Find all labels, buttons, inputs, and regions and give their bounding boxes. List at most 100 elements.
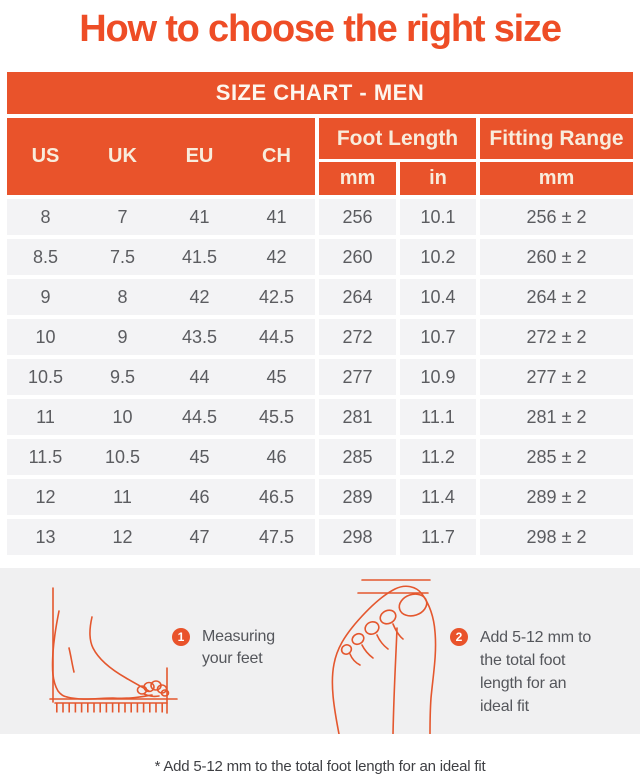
column-header-mm: mm: [314, 162, 396, 199]
cell-uk: 7: [83, 199, 161, 239]
foot-top-view-icon: [331, 579, 437, 734]
step-2-badge: 2: [450, 628, 468, 646]
step-2-line-3: length for an: [480, 675, 567, 692]
step-2-line-1: Add 5-12 mm to: [480, 629, 592, 646]
column-header-us: US: [6, 118, 84, 199]
cell-us: 9: [6, 279, 84, 319]
cell-eu: 44.5: [160, 399, 238, 439]
cell-us: 11: [6, 399, 84, 439]
cell-foot-in: 10.7: [395, 319, 476, 359]
size-chart-head: US UK EU CH Foot Length Fitting Range mm…: [6, 118, 633, 199]
header-row-units: mm in mm: [7, 162, 633, 199]
step-2-caption: Add 5-12 mm to the total foot length for…: [480, 626, 591, 718]
table-row: 11.5 10.5 45 46 285 11.2 285 ± 2: [6, 439, 633, 479]
cell-foot-in: 11.7: [395, 519, 476, 559]
cell-ch: 46.5: [237, 479, 315, 519]
cell-foot-mm: 272: [314, 319, 396, 359]
column-header-uk: UK: [83, 118, 161, 199]
cell-foot-mm: 285: [314, 439, 396, 479]
cell-fitting-range: 272 ± 2: [476, 319, 633, 359]
cell-uk: 9.5: [83, 359, 161, 399]
cell-eu: 47: [160, 519, 238, 559]
table-row: 8.5 7.5 41.5 42 260 10.2 260 ± 2: [6, 239, 633, 279]
cell-us: 12: [6, 479, 84, 519]
cell-uk: 10: [83, 399, 161, 439]
step-1-line-2: your feet: [202, 650, 263, 667]
cell-ch: 47.5: [237, 519, 315, 559]
step-2-line-4: ideal fit: [480, 698, 529, 715]
cell-foot-mm: 289: [314, 479, 396, 519]
size-chart-table: US UK EU CH Foot Length Fitting Range mm…: [6, 118, 633, 559]
step-2: 2 Add 5-12 mm to the total foot length f…: [450, 626, 591, 718]
cell-foot-in: 10.4: [395, 279, 476, 319]
table-row: 10 9 43.5 44.5 272 10.7 272 ± 2: [6, 319, 633, 359]
cell-us: 13: [6, 519, 84, 559]
cell-eu: 41: [160, 199, 238, 239]
cell-fitting-range: 281 ± 2: [476, 399, 633, 439]
cell-foot-mm: 281: [314, 399, 396, 439]
table-row: 8 7 41 41 256 10.1 256 ± 2: [6, 199, 633, 239]
cell-eu: 43.5: [160, 319, 238, 359]
cell-uk: 7.5: [83, 239, 161, 279]
size-chart-header-label: SIZE CHART - MEN: [215, 80, 425, 105]
cell-foot-mm: 277: [314, 359, 396, 399]
cell-ch: 45.5: [237, 399, 315, 439]
cell-us: 8: [6, 199, 84, 239]
size-chart-header-bar: SIZE CHART - MEN: [7, 72, 633, 114]
cell-fitting-range: 260 ± 2: [476, 239, 633, 279]
step-1: 1 Measuring your feet: [172, 626, 275, 670]
cell-foot-in: 11.4: [395, 479, 476, 519]
table-row: 11 10 44.5 45.5 281 11.1 281 ± 2: [6, 399, 633, 439]
column-header-ch: CH: [237, 118, 315, 199]
column-header-eu: EU: [160, 118, 238, 199]
step-1-badge: 1: [172, 628, 190, 646]
footnote: * Add 5-12 mm to the total foot length f…: [154, 758, 486, 775]
foot-side-measuring-icon: [49, 587, 178, 714]
cell-eu: 46: [160, 479, 238, 519]
cell-uk: 12: [83, 519, 161, 559]
cell-fitting-range: 298 ± 2: [476, 519, 633, 559]
cell-eu: 44: [160, 359, 238, 399]
cell-uk: 8: [83, 279, 161, 319]
step-1-line-1: Measuring: [202, 628, 275, 645]
header-row-main: US UK EU CH Foot Length Fitting Range: [6, 118, 633, 199]
column-header-in: in: [395, 162, 476, 199]
table-row: 10.5 9.5 44 45 277 10.9 277 ± 2: [6, 359, 633, 399]
cell-fitting-range: 289 ± 2: [476, 479, 633, 519]
column-header-fitting-range: Fitting Range: [476, 118, 633, 162]
cell-us: 11.5: [6, 439, 84, 479]
cell-us: 10: [6, 319, 84, 359]
size-chart-body: 8 7 41 41 256 10.1 256 ± 2 8.5 7.5 41.5 42 260 10.2 2…: [6, 199, 633, 559]
cell-foot-in: 10.9: [395, 359, 476, 399]
cell-foot-mm: 298: [314, 519, 396, 559]
cell-us: 8.5: [6, 239, 84, 279]
cell-fitting-range: 264 ± 2: [476, 279, 633, 319]
cell-fitting-range: 285 ± 2: [476, 439, 633, 479]
cell-foot-in: 11.2: [395, 439, 476, 479]
cell-foot-in: 10.2: [395, 239, 476, 279]
cell-uk: 10.5: [83, 439, 161, 479]
measuring-guide-panel: 1 Measuring your feet: [0, 568, 640, 734]
column-header-foot-length: Foot Length: [314, 118, 476, 162]
cell-ch: 44.5: [237, 319, 315, 359]
step-2-line-2: the total foot: [480, 652, 566, 669]
step-1-caption: Measuring your feet: [202, 626, 275, 670]
table-row: 9 8 42 42.5 264 10.4 264 ± 2: [6, 279, 633, 319]
cell-foot-in: 10.1: [395, 199, 476, 239]
cell-ch: 42: [237, 239, 315, 279]
cell-fitting-range: 256 ± 2: [476, 199, 633, 239]
cell-ch: 42.5: [237, 279, 315, 319]
cell-ch: 46: [237, 439, 315, 479]
cell-ch: 45: [237, 359, 315, 399]
cell-fitting-range: 277 ± 2: [476, 359, 633, 399]
cell-foot-mm: 264: [314, 279, 396, 319]
cell-us: 10.5: [6, 359, 84, 399]
cell-eu: 41.5: [160, 239, 238, 279]
table-row: 13 12 47 47.5 298 11.7 298 ± 2: [6, 519, 633, 559]
column-header-range-mm: mm: [476, 162, 633, 199]
cell-ch: 41: [237, 199, 315, 239]
table-row: 12 11 46 46.5 289 11.4 289 ± 2: [6, 479, 633, 519]
cell-foot-mm: 260: [314, 239, 396, 279]
cell-eu: 45: [160, 439, 238, 479]
